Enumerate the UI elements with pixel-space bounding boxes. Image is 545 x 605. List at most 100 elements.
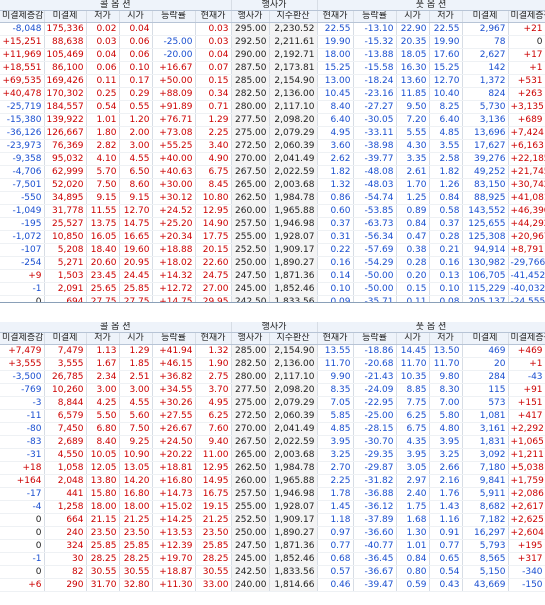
table-cell[interactable]: 277.50 bbox=[230, 113, 270, 127]
table-cell[interactable]: 0.28 bbox=[429, 230, 463, 244]
table-cell[interactable]: -23,973 bbox=[0, 139, 45, 153]
table-cell[interactable]: 260.00 bbox=[230, 474, 270, 488]
table-cell[interactable]: 1.29 bbox=[119, 344, 153, 358]
table-cell[interactable]: 1,946.98 bbox=[269, 217, 318, 231]
table-row[interactable]: -769 10,260 3.00 3.00 +34.55 3.70 277.50 2,098.… bbox=[0, 383, 545, 397]
table-cell[interactable]: 240.00 bbox=[230, 578, 270, 592]
table-cell[interactable]: -40,032 bbox=[508, 282, 545, 296]
table-cell[interactable]: 17.75 bbox=[195, 230, 232, 244]
table-cell[interactable]: 30.55 bbox=[86, 565, 120, 579]
table-cell[interactable]: +2,086 bbox=[508, 487, 545, 501]
table-cell[interactable]: 245.00 bbox=[230, 282, 270, 296]
table-cell[interactable]: 20.95 bbox=[119, 256, 153, 270]
table-cell[interactable]: 22.90 bbox=[396, 22, 430, 36]
table-cell[interactable]: 8.35 bbox=[316, 383, 354, 397]
table-cell[interactable]: 2,117.10 bbox=[269, 370, 318, 384]
table-cell[interactable]: 49,252 bbox=[462, 165, 509, 179]
table-cell[interactable]: 5,208 bbox=[44, 243, 87, 257]
table-cell[interactable]: 5.80 bbox=[429, 409, 463, 423]
table-cell[interactable]: 0.31 bbox=[316, 230, 354, 244]
table-cell[interactable]: 7.75 bbox=[396, 396, 430, 410]
table-cell[interactable]: 5,911 bbox=[462, 487, 509, 501]
table-cell[interactable]: +11,969 bbox=[0, 48, 45, 62]
table-cell[interactable]: -54.74 bbox=[353, 191, 397, 205]
column-header[interactable]: 행사가 bbox=[230, 332, 270, 345]
table-cell[interactable]: 23.50 bbox=[86, 526, 120, 540]
table-cell[interactable]: -50.00 bbox=[353, 269, 397, 283]
column-header[interactable]: 저가 bbox=[429, 332, 463, 345]
table-cell[interactable]: -3 bbox=[0, 396, 45, 410]
column-header[interactable]: 미결제 bbox=[462, 332, 509, 345]
table-cell[interactable]: 3,136 bbox=[462, 113, 509, 127]
table-cell[interactable]: 2,060.39 bbox=[269, 409, 318, 423]
table-cell[interactable]: 265.00 bbox=[230, 448, 270, 462]
table-cell[interactable]: +22,185 bbox=[508, 152, 545, 166]
table-cell[interactable]: +18,551 bbox=[0, 61, 45, 75]
table-cell[interactable]: -53.85 bbox=[353, 204, 397, 218]
table-cell[interactable]: 1,372 bbox=[462, 74, 509, 88]
table-cell[interactable]: 2,079.29 bbox=[269, 126, 318, 140]
table-cell[interactable]: -36.60 bbox=[353, 526, 397, 540]
table-cell[interactable]: -1,072 bbox=[0, 230, 45, 244]
table-cell[interactable]: 1.26 bbox=[429, 178, 463, 192]
table-cell[interactable]: 252.50 bbox=[230, 513, 270, 527]
table-cell[interactable]: 14.75 bbox=[119, 217, 153, 231]
table-cell[interactable]: 280.00 bbox=[230, 370, 270, 384]
table-cell[interactable]: 2,136.00 bbox=[269, 87, 318, 101]
table-cell[interactable]: 76,369 bbox=[44, 139, 87, 153]
table-cell[interactable]: +44,292 bbox=[508, 217, 545, 231]
table-cell[interactable]: 25.65 bbox=[86, 282, 120, 296]
table-cell[interactable]: 115,229 bbox=[462, 282, 509, 296]
table-cell[interactable]: 9.90 bbox=[316, 370, 354, 384]
table-cell[interactable]: 14.95 bbox=[195, 474, 232, 488]
table-cell[interactable]: 0.84 bbox=[396, 552, 430, 566]
table-cell[interactable]: -29.87 bbox=[353, 461, 397, 475]
table-cell[interactable]: 13,696 bbox=[462, 126, 509, 140]
table-cell[interactable]: 8,682 bbox=[462, 500, 509, 514]
table-cell[interactable]: 8.30 bbox=[429, 383, 463, 397]
table-cell[interactable]: 21.15 bbox=[86, 513, 120, 527]
table-row[interactable]: -15,380 139,922 1.01 1.20 +76.71 1.29 277.50 2,… bbox=[0, 113, 545, 127]
table-cell[interactable]: 0.59 bbox=[396, 578, 430, 592]
table-row[interactable]: -11 6,579 5.50 5.60 +27.55 6.25 272.50 2,060.39… bbox=[0, 409, 545, 423]
table-cell[interactable]: 6.40 bbox=[429, 113, 463, 127]
table-cell[interactable]: +689 bbox=[508, 113, 545, 127]
table-cell[interactable]: 12.95 bbox=[195, 461, 232, 475]
table-cell[interactable]: 5,150 bbox=[462, 565, 509, 579]
table-cell[interactable]: -340 bbox=[508, 565, 545, 579]
table-cell[interactable]: 1.75 bbox=[396, 500, 430, 514]
table-cell[interactable]: +531 bbox=[508, 74, 545, 88]
table-row[interactable]: +11,969 105,469 0.04 0.06 -20.00 0.04 290.00 2,… bbox=[0, 48, 545, 62]
table-cell[interactable]: 23.50 bbox=[195, 526, 232, 540]
table-cell[interactable]: 33.00 bbox=[195, 578, 232, 592]
table-cell[interactable]: 0.16 bbox=[316, 256, 354, 270]
table-cell[interactable]: 2,098.20 bbox=[269, 383, 318, 397]
table-row[interactable]: -4 1,258 18.00 18.00 +15.02 19.15 255.00 1,928.… bbox=[0, 500, 545, 514]
table-cell[interactable]: +1,065 bbox=[508, 435, 545, 449]
table-cell[interactable]: 13.00 bbox=[316, 74, 354, 88]
table-cell[interactable]: 21.25 bbox=[195, 513, 232, 527]
table-cell[interactable]: +7,479 bbox=[0, 344, 45, 358]
table-cell[interactable]: -15.32 bbox=[353, 35, 397, 49]
table-cell[interactable]: 1.82 bbox=[316, 165, 354, 179]
table-cell[interactable]: 2,048 bbox=[44, 474, 87, 488]
table-cell[interactable]: 39,276 bbox=[462, 152, 509, 166]
table-cell[interactable]: -40.77 bbox=[353, 539, 397, 553]
table-cell[interactable]: +30,742 bbox=[508, 178, 545, 192]
table-cell[interactable]: 126,667 bbox=[44, 126, 87, 140]
table-cell[interactable]: 5.60 bbox=[119, 409, 153, 423]
table-cell[interactable]: 240 bbox=[44, 526, 87, 540]
table-cell[interactable]: 1,871.36 bbox=[269, 269, 318, 283]
table-cell[interactable]: 30.55 bbox=[195, 565, 232, 579]
table-cell[interactable]: 9.40 bbox=[195, 435, 232, 449]
table-cell[interactable]: +14.32 bbox=[152, 269, 196, 283]
table-cell[interactable]: 1,909.17 bbox=[269, 243, 318, 257]
column-header[interactable]: 미결제증감 bbox=[508, 332, 545, 345]
table-cell[interactable]: 169,426 bbox=[44, 74, 87, 88]
table-cell[interactable]: 1,081 bbox=[462, 409, 509, 423]
table-cell[interactable]: 5.85 bbox=[316, 409, 354, 423]
table-cell[interactable]: +1,211 bbox=[508, 448, 545, 462]
table-cell[interactable]: +263 bbox=[508, 87, 545, 101]
table-row[interactable]: +7,479 7,479 1.13 1.29 +41.94 1.32 285.00 2,154… bbox=[0, 344, 545, 358]
table-cell[interactable]: 0.10 bbox=[429, 282, 463, 296]
